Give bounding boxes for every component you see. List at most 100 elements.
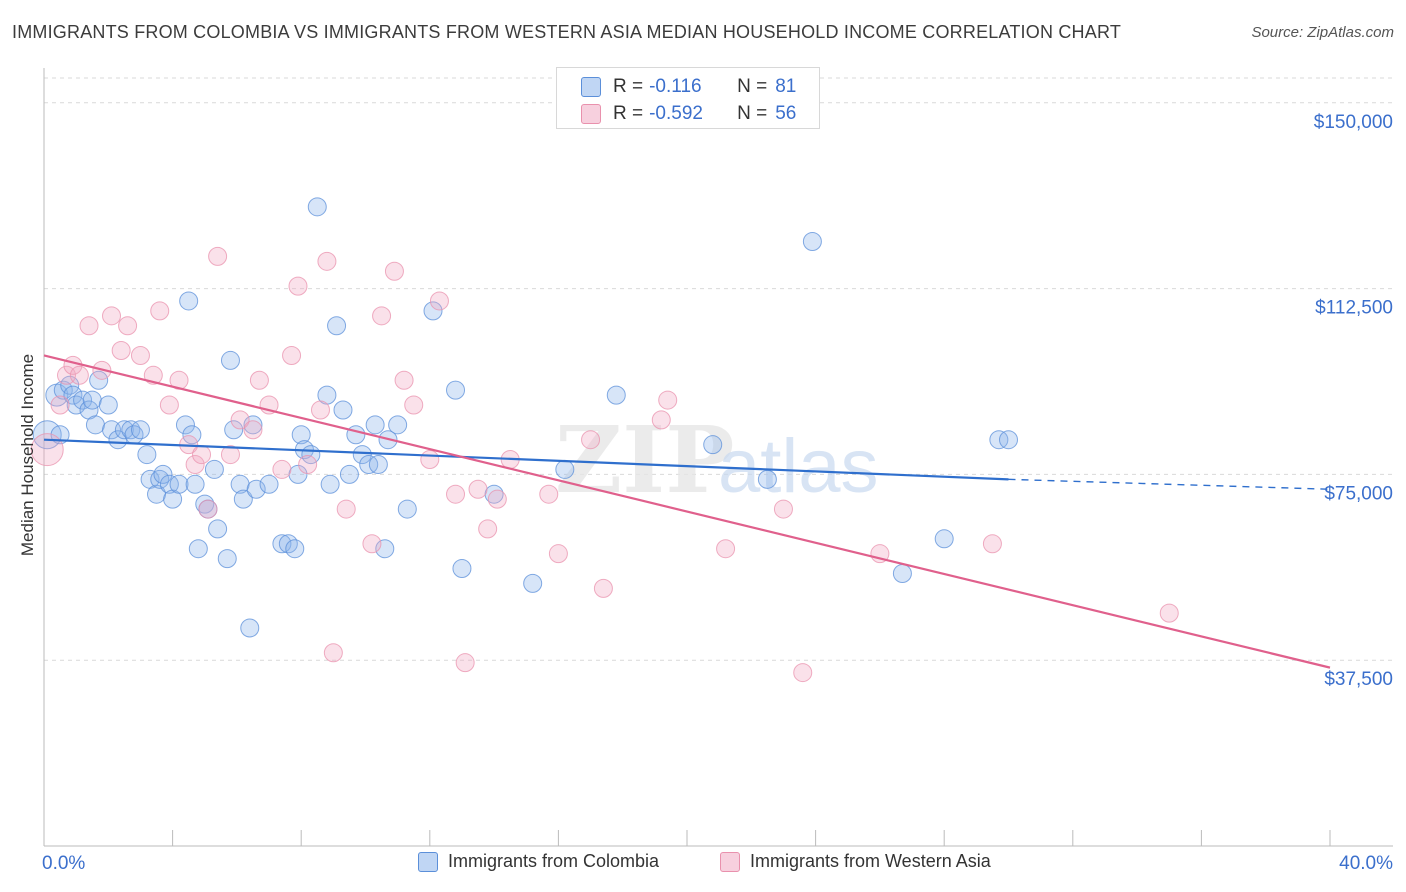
point-colombia [159,474,179,494]
point-western-asia [50,395,70,415]
legend-n-label: N = [737,103,768,124]
point-colombia [555,459,575,479]
legend-r-value: -0.116 [649,76,702,97]
point-colombia [204,459,224,479]
point-colombia [98,395,118,415]
point-western-asia [118,316,138,336]
legend-n-value: 56 [775,103,797,124]
point-western-asia [478,519,498,539]
point-western-asia [404,395,424,415]
legend-swatch-blue [418,851,438,872]
y-axis-label: Median Household Income [18,353,37,557]
point-western-asia [130,345,150,365]
trend-line-colombia-extension [1008,478,1331,490]
point-western-asia [102,306,122,326]
legend-swatch-blue [581,77,601,97]
series-legend: Immigrants from Colombia Immigrants from… [0,851,1406,877]
point-colombia [114,420,134,440]
point-western-asia [420,450,440,470]
point-colombia [333,400,353,420]
legend-label-western-asia: Immigrants from Western Asia [750,851,991,871]
point-colombia [365,415,385,435]
y-tick-label: $75,000 [1324,483,1393,504]
point-colombia [233,489,253,509]
tick-labels: $37,500 $75,000 $112,500 $150,000 0.0% 40.0% [42,112,1393,874]
point-colombia [703,435,723,455]
point-colombia [217,549,237,569]
point-colombia [346,425,366,445]
point-western-asia [394,370,414,390]
point-colombia [185,474,205,494]
point-western-asia [362,534,382,554]
point-western-asia [793,663,813,683]
point-colombia [188,539,208,559]
point-colombia [243,415,263,435]
point-colombia [892,563,912,583]
chart-title: IMMIGRANTS FROM COLOMBIA VS IMMIGRANTS F… [12,22,1122,42]
point-colombia [375,539,395,559]
legend-r-label: R = [613,76,644,97]
point-colombia [179,291,199,311]
point-colombia [999,430,1018,450]
source-credit: Source: ZipAtlas.com [1251,24,1394,41]
point-western-asia [79,316,99,336]
point-colombia [606,385,626,405]
point-colombia [352,445,372,465]
point-colombia [73,390,93,410]
point-colombia [934,529,954,549]
watermark: ZIP atlas [555,406,879,514]
point-western-asia [208,246,228,266]
point-colombia [291,425,311,445]
point-western-asia [230,410,250,430]
point-colombia [989,430,1009,450]
point-colombia [130,420,150,440]
point-western-asia [111,341,131,361]
point-western-asia [455,653,475,673]
point-colombia [339,464,359,484]
legend-swatch-pink [720,851,740,872]
point-colombia [802,232,822,252]
y-tick-label: $112,500 [1315,298,1393,319]
point-colombia [85,415,105,435]
point-colombia [452,559,472,579]
point-western-asia [243,420,263,440]
point-western-asia [468,479,488,499]
point-colombia [307,197,327,217]
point-western-asia [150,301,170,321]
legend-item-western-asia[interactable]: Immigrants from Western Asia [720,851,991,872]
y-tick-label: $37,500 [1324,669,1393,690]
point-western-asia [487,489,507,509]
point-colombia [220,350,240,370]
point-colombia [359,454,379,474]
point-colombia [153,464,173,484]
x-tick-label: 0.0% [42,853,85,874]
legend-swatch-pink [581,104,601,124]
point-western-asia [69,365,89,385]
point-colombia [240,618,260,638]
point-colombia [224,420,244,440]
point-western-asia [581,430,601,450]
point-colombia [208,519,228,539]
point-colombia [137,445,157,465]
legend-r-value: -0.592 [649,103,703,124]
point-colombia [388,415,408,435]
point-western-asia [298,454,318,474]
point-colombia [121,420,141,440]
point-colombia [246,479,266,499]
point-western-asia [159,395,179,415]
legend-item-colombia[interactable]: Immigrants from Colombia [418,851,659,872]
trend-line-western-asia [43,354,1331,669]
point-western-asia [198,499,218,519]
point-colombia [82,390,102,410]
point-colombia [523,573,543,593]
points-layer [30,197,1179,683]
point-western-asia [716,539,736,559]
point-western-asia [446,484,466,504]
point-colombia [175,415,195,435]
point-western-asia [272,459,292,479]
point-western-asia [336,499,356,519]
point-colombia [397,499,417,519]
point-western-asia [651,410,671,430]
point-colombia [368,454,388,474]
